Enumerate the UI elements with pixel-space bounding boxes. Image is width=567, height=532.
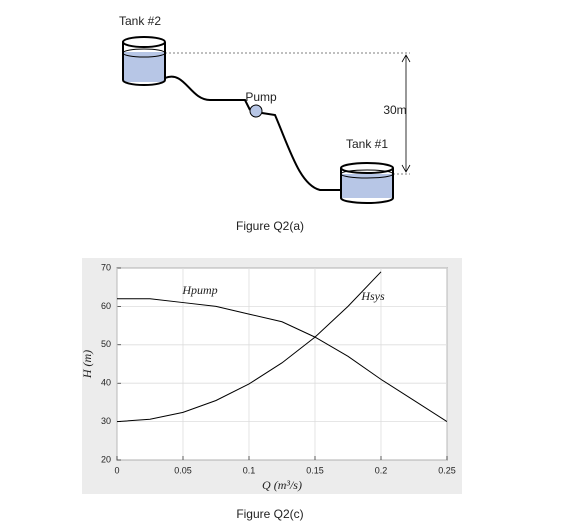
x-tick-label: 0.1 [243,465,256,475]
caption: Figure Q2(c) [236,507,303,521]
y-axis-label: H (m) [80,350,94,379]
pipe [164,75,251,111]
plot-area [116,267,448,461]
label: Tank #1 [346,137,388,151]
x-tick-label: 0.05 [174,465,192,475]
label: Tank #2 [119,14,161,28]
reference-line [165,52,410,175]
x-tick-label: 0.25 [438,465,456,475]
tank-1 [340,168,394,198]
x-axis-label: Q (m³/s) [262,478,302,492]
x-tick-label: 0.15 [306,465,324,475]
series-label: Hpump [181,283,217,297]
y-tick-label: 40 [101,378,111,388]
tank-1-top [340,162,394,174]
tank-2 [122,42,166,80]
tank-2-bottom [122,79,166,86]
series-line [117,298,447,423]
series-label: Hsys [360,289,385,303]
tank-1-bottom [340,197,394,204]
pipe [261,112,341,191]
y-tick-label: 30 [101,416,111,426]
x-tick-label: 0 [114,465,119,475]
label: Pump [245,90,277,104]
y-tick-label: 20 [101,454,111,464]
diagram [122,36,411,204]
caption: Figure Q2(a) [236,219,304,233]
label: 30m [383,103,406,117]
x-tick-label: 0.2 [375,465,388,475]
tank-2-top [122,36,166,48]
pump [249,104,263,118]
height-arrow [401,54,411,173]
y-tick-label: 60 [101,301,111,311]
series-line [117,271,382,423]
y-tick-label: 70 [101,262,111,272]
y-tick-label: 50 [101,339,111,349]
